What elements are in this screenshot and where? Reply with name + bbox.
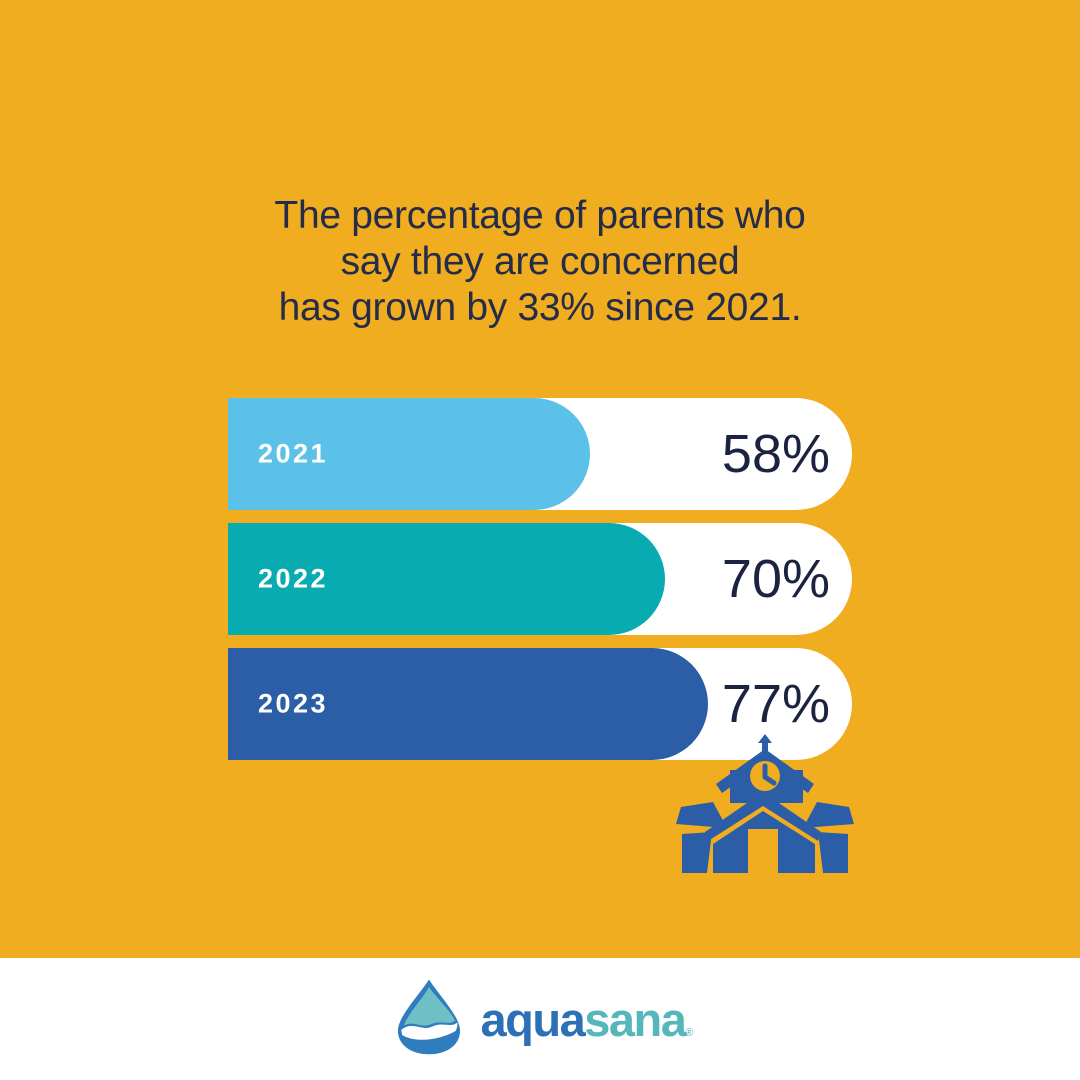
bar-row-2022: 2022 70% — [228, 523, 852, 635]
bar-row-2021: 2021 58% — [228, 398, 852, 510]
headline-line-3: has grown by 33% since 2021. — [278, 286, 802, 329]
brand-aqua-text: aqua — [480, 992, 586, 1046]
headline-line-2: say they are concerned — [340, 240, 740, 283]
bar-value-2021: 58% — [721, 424, 830, 484]
water-drop-icon — [397, 979, 460, 1055]
headline-line-1: The percentage of parents who — [274, 194, 806, 237]
bar-fill-2021 — [228, 398, 590, 510]
brand-sana-text: sana — [584, 992, 687, 1046]
bar-value-2022: 70% — [721, 549, 830, 609]
bar-value-2023: 77% — [721, 674, 830, 734]
registered-mark: ® — [685, 1026, 694, 1039]
aquasana-logo: aquasana® — [387, 977, 694, 1061]
bar-label-2021: 2021 — [258, 438, 329, 469]
headline: The percentage of parents who say they a… — [0, 193, 1080, 331]
footer-bar: aquasana® — [0, 958, 1080, 1080]
school-icon — [664, 732, 864, 882]
bar-fill-2023 — [228, 648, 709, 760]
bar-chart: 2021 58% 2022 70% 2023 77% — [228, 398, 852, 773]
bar-row-2023: 2023 77% — [228, 648, 852, 760]
bar-label-2022: 2022 — [258, 563, 329, 594]
bar-label-2023: 2023 — [258, 688, 329, 719]
brand-wordmark: aquasana® — [481, 996, 694, 1043]
bar-fill-2022 — [228, 523, 665, 635]
